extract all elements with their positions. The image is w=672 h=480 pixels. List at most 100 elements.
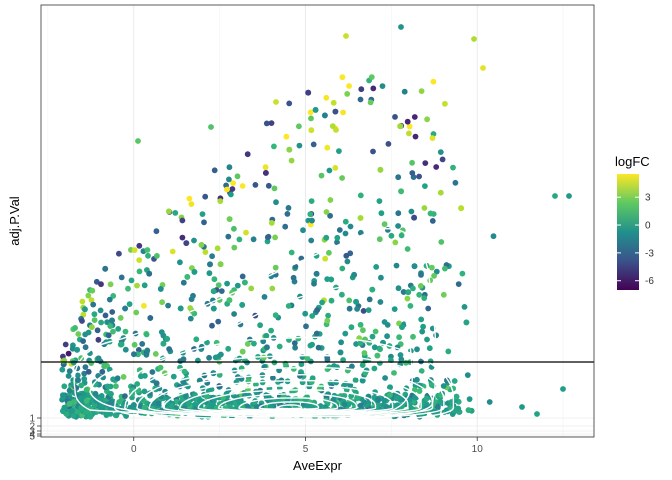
data-point — [122, 305, 128, 312]
data-point — [210, 305, 217, 312]
data-point — [271, 185, 278, 192]
data-point — [329, 123, 336, 129]
data-point — [312, 107, 319, 113]
data-point — [357, 229, 364, 236]
data-point — [480, 65, 486, 71]
data-point — [398, 232, 405, 239]
data-point — [412, 394, 418, 401]
data-point — [193, 336, 200, 343]
data-point — [126, 301, 133, 307]
data-point — [401, 88, 408, 95]
data-point — [323, 209, 330, 215]
data-point — [90, 301, 97, 308]
data-point — [146, 270, 153, 277]
data-point — [361, 350, 368, 356]
data-point — [180, 279, 187, 286]
data-point — [206, 354, 213, 361]
data-point — [208, 386, 215, 393]
data-point — [78, 382, 85, 389]
data-point — [534, 411, 540, 417]
data-point — [114, 375, 121, 382]
data-point — [243, 229, 249, 236]
data-point — [359, 362, 366, 368]
data-point — [451, 378, 458, 384]
data-point — [318, 172, 325, 179]
data-point — [395, 174, 402, 181]
data-point — [440, 383, 447, 389]
data-point — [187, 315, 194, 322]
data-point — [339, 74, 346, 81]
data-point — [342, 330, 349, 337]
y-tick-label: 5 — [29, 432, 35, 443]
data-point — [191, 237, 197, 244]
data-point — [110, 328, 116, 335]
data-point — [118, 341, 125, 348]
data-point — [120, 374, 127, 380]
data-point — [379, 83, 386, 89]
y-axis-title: adj.P.Val — [7, 196, 22, 246]
data-point — [327, 212, 333, 219]
data-point — [323, 234, 330, 241]
data-point — [122, 328, 129, 335]
data-point — [143, 331, 150, 338]
data-point — [384, 227, 391, 233]
data-point — [110, 376, 116, 383]
data-point — [157, 364, 164, 371]
data-point — [343, 33, 349, 39]
data-point — [397, 123, 404, 130]
data-point — [139, 341, 146, 347]
data-point — [309, 313, 316, 319]
data-point — [141, 302, 147, 309]
data-point — [353, 341, 359, 347]
data-point — [136, 242, 143, 249]
data-point — [373, 264, 380, 270]
data-point — [85, 292, 92, 299]
density-contour — [124, 354, 445, 421]
data-point — [215, 318, 222, 325]
data-point — [283, 133, 290, 140]
data-point — [430, 78, 437, 85]
density-contour — [238, 397, 339, 411]
data-point — [384, 333, 390, 340]
data-point — [316, 386, 323, 392]
data-point — [213, 405, 220, 411]
data-point — [239, 348, 246, 355]
data-point — [75, 377, 81, 384]
data-point — [381, 221, 388, 228]
data-point — [263, 170, 269, 176]
data-point — [376, 236, 383, 243]
data-point — [375, 397, 382, 403]
data-point — [244, 341, 251, 347]
data-point — [98, 281, 104, 288]
data-point — [78, 405, 85, 411]
data-point — [418, 88, 425, 94]
data-point — [410, 333, 416, 340]
data-point — [332, 108, 339, 115]
data-point — [65, 373, 72, 379]
data-point — [291, 340, 298, 346]
data-point — [139, 396, 146, 402]
data-point — [416, 291, 423, 298]
data-point — [353, 298, 359, 305]
data-point — [452, 179, 459, 186]
data-point — [170, 373, 177, 380]
data-point — [471, 36, 477, 42]
data-point — [144, 247, 151, 253]
data-point — [297, 372, 303, 379]
data-point — [328, 276, 335, 283]
data-point — [290, 274, 297, 281]
data-point — [69, 345, 76, 352]
x-axis-title: AveExpr — [293, 458, 343, 473]
data-point — [407, 303, 414, 309]
data-point — [125, 285, 131, 292]
data-point — [357, 402, 364, 409]
data-point — [65, 350, 72, 357]
data-point — [313, 330, 320, 337]
data-point — [92, 390, 99, 397]
data-point — [357, 96, 364, 103]
data-point — [334, 239, 340, 246]
data-point — [239, 302, 246, 308]
data-point — [185, 400, 192, 407]
data-point — [66, 400, 73, 407]
data-point — [341, 401, 348, 408]
